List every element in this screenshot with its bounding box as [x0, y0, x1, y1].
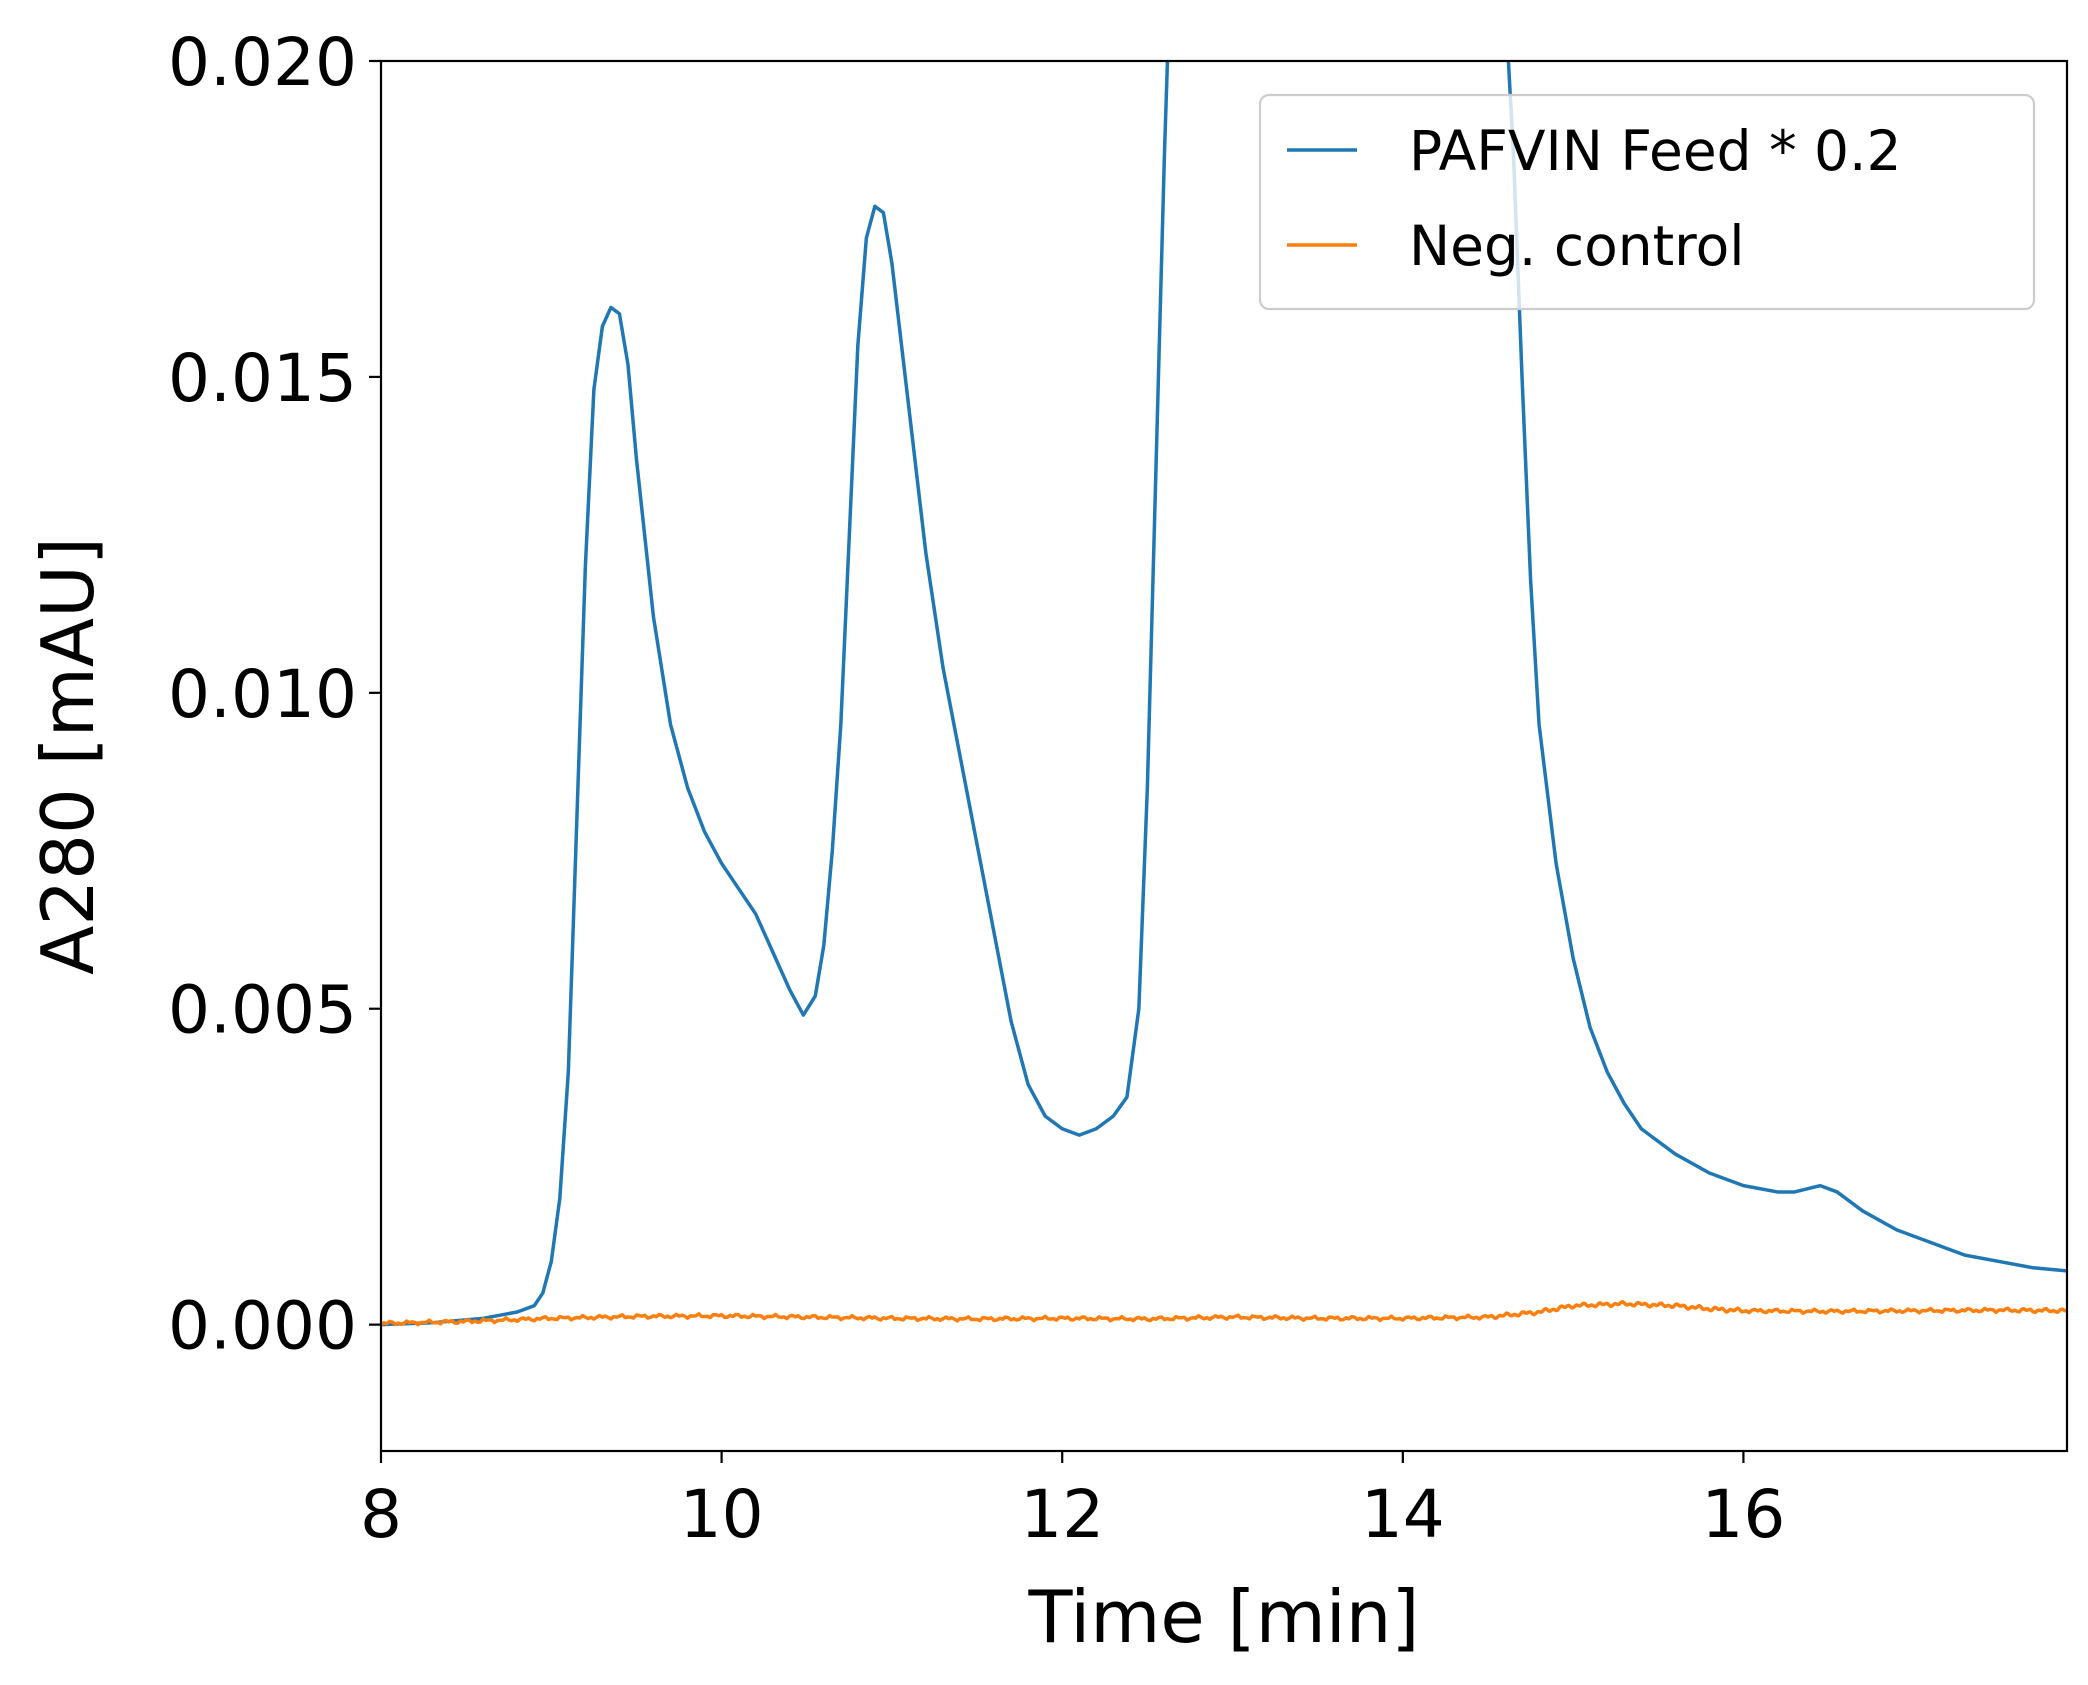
legend-label-feed: PAFVIN Feed * 0.2 [1409, 119, 1902, 183]
x-tick-label: 12 [1020, 1476, 1104, 1553]
y-tick-label: 0.005 [168, 972, 357, 1049]
legend-label-neg-control: Neg. control [1409, 214, 1745, 278]
legend: PAFVIN Feed * 0.2 Neg. control [1258, 93, 2036, 311]
y-tick-label: 0.000 [168, 1288, 357, 1365]
x-tick-label: 10 [680, 1476, 764, 1553]
series-line-neg-control [381, 1299, 2067, 1327]
series-layer [381, 61, 2067, 1327]
y-axis-label: A280 [mAU] [26, 537, 110, 975]
y-axis: 0.000 0.005 0.010 0.015 0.020 [168, 24, 381, 1365]
plot-frame [379, 59, 2069, 1453]
x-tick-label: 14 [1361, 1476, 1445, 1553]
x-axis: 8 10 12 14 16 [360, 1451, 1785, 1553]
series-line-feed [381, 61, 2067, 1327]
legend-box [1258, 93, 2036, 311]
x-tick-label: 8 [360, 1476, 402, 1553]
x-axis-label: Time [min] [1027, 1575, 1419, 1659]
y-tick-label: 0.010 [168, 656, 357, 733]
x-tick-label: 16 [1701, 1476, 1785, 1553]
y-tick-label: 0.015 [168, 340, 357, 417]
y-tick-label: 0.020 [168, 24, 357, 101]
